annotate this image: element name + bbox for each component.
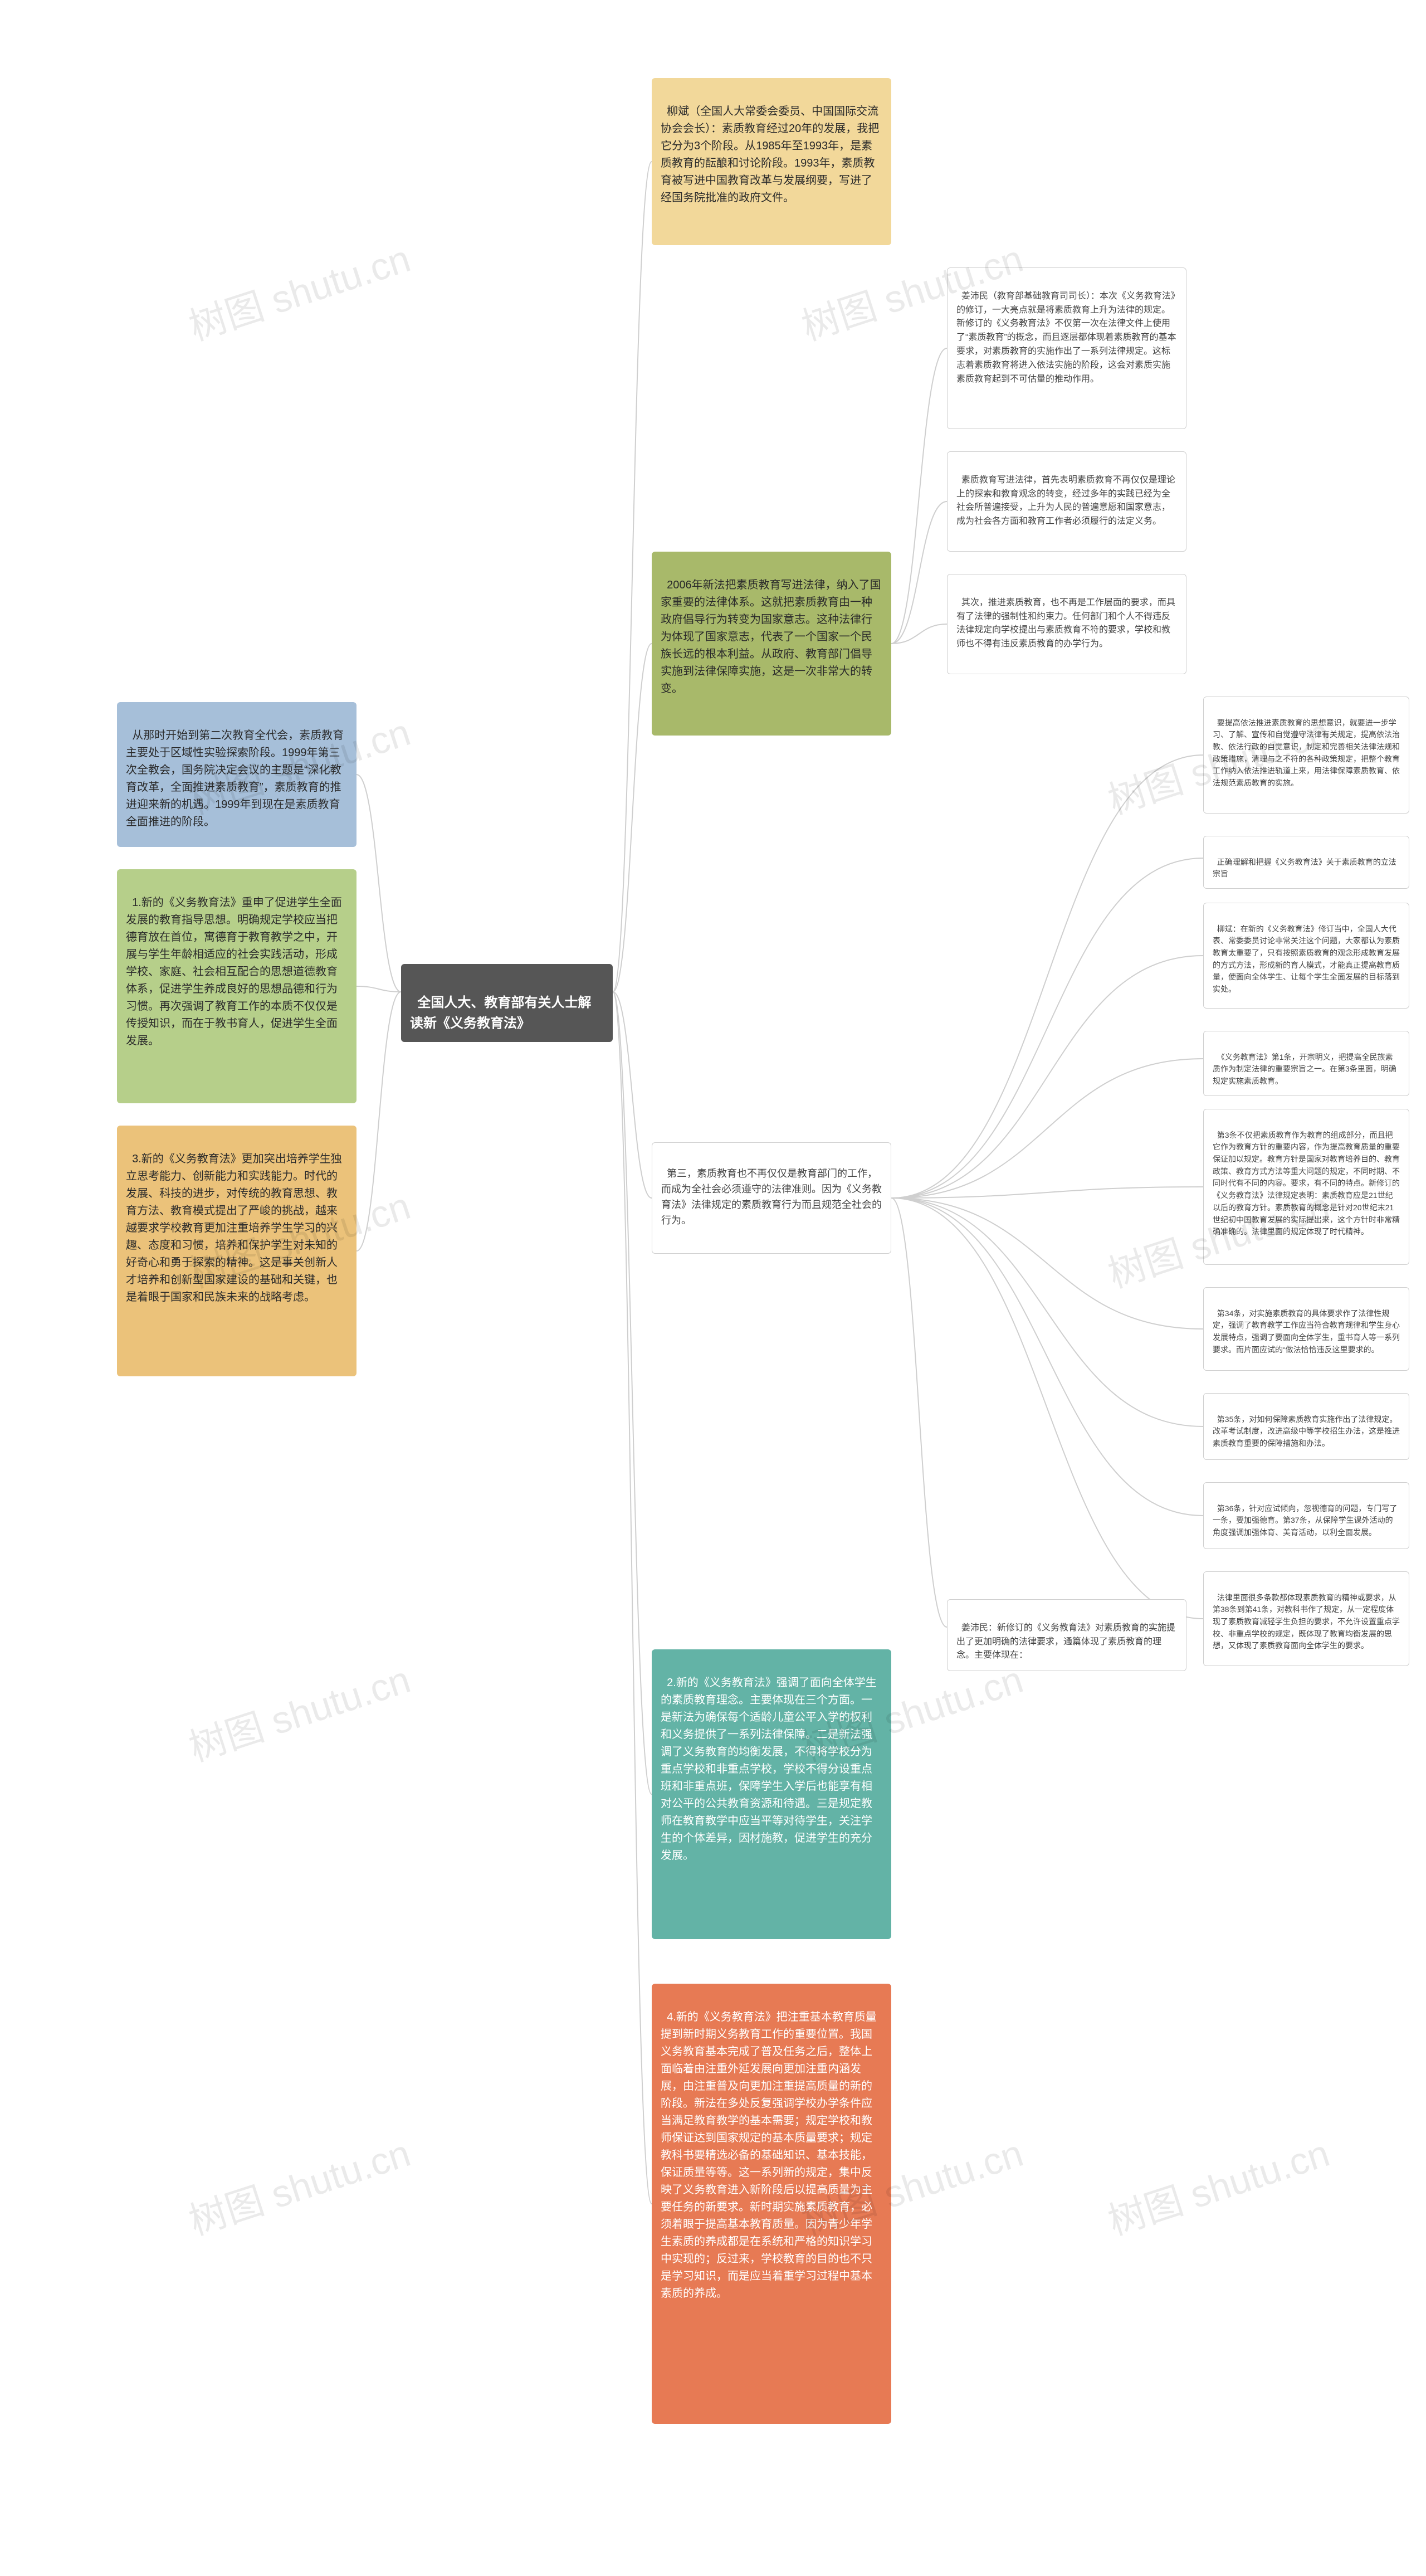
right-node-2-text: 2006年新法把素质教育写进法律，纳入了国家重要的法律体系。这就把素质教育由一种… <box>661 579 881 695</box>
left-node-1: 从那时开始到第二次教育全代会，素质教育主要处于区域性实验探索阶段。1999年第三… <box>117 702 356 847</box>
left-node-3-text: 3.新的《义务教育法》更加突出培养学生独立思考能力、创新能力和实践能力。时代的发… <box>126 1153 342 1303</box>
watermark-text: 树图 shutu.cn <box>181 1649 416 1772</box>
right-node-3c-text: 柳斌：在新的《义务教育法》修订当中，全国人大代表、常委委员讨论非常关注这个问题，… <box>1213 924 1400 994</box>
right-node-3d: 《义务教育法》第1条，开宗明义，把提高全民族素质作为制定法律的重要宗旨之一。在第… <box>1203 1031 1409 1096</box>
right-node-3e: 第3条不仅把素质教育作为教育的组成部分，而且把它作为教育方针的重要内容，作为提高… <box>1203 1109 1409 1265</box>
right-node-2c-text: 其次，推进素质教育，也不再是工作层面的要求，而具有了法律的强制性和约束力。任何部… <box>956 598 1175 649</box>
right-node-2: 2006年新法把素质教育写进法律，纳入了国家重要的法律体系。这就把素质教育由一种… <box>652 552 891 736</box>
right-node-3f-text: 第34条，对实施素质教育的具体要求作了法律性规定，强调了教育教学工作应当符合教育… <box>1213 1309 1400 1354</box>
left-node-3: 3.新的《义务教育法》更加突出培养学生独立思考能力、创新能力和实践能力。时代的发… <box>117 1126 356 1376</box>
link-path <box>891 1187 1203 1198</box>
right-node-4-text: 2.新的《义务教育法》强调了面向全体学生的素质教育理念。主要体现在三个方面。一是… <box>661 1677 877 1862</box>
right-node-2c: 其次，推进素质教育，也不再是工作层面的要求，而具有了法律的强制性和约束力。任何部… <box>947 574 1186 674</box>
right-node-3b-text: 正确理解和把握《义务教育法》关于素质教育的立法宗旨 <box>1213 858 1396 879</box>
right-node-3e-text: 第3条不仅把素质教育作为教育的组成部分，而且把它作为教育方针的重要内容，作为提高… <box>1213 1131 1400 1236</box>
right-node-3h: 第36条，针对应试倾向，忽视德育的问题，专门写了一条，要加强德育。第37条，从保… <box>1203 1482 1409 1549</box>
link-path <box>613 644 652 992</box>
right-node-5-text: 4.新的《义务教育法》把注重基本教育质量提到新时期义务教育工作的重要位置。我国义… <box>661 2011 877 2300</box>
right-node-3i-text: 法律里面很多条款都体现素质教育的精神或要求，从第38条到第41条，对教科书作了规… <box>1213 1593 1400 1650</box>
right-node-1: 柳斌（全国人大常委会委员、中国国际交流协会会长）：素质教育经过20年的发展，我把… <box>652 78 891 245</box>
right-node-5: 4.新的《义务教育法》把注重基本教育质量提到新时期义务教育工作的重要位置。我国义… <box>652 1984 891 2424</box>
mindmap-canvas: { "canvas": { "width": 2560, "height": 4… <box>0 0 1426 2576</box>
link-path <box>356 992 401 1251</box>
link-path <box>613 992 652 1198</box>
right-node-2a: 姜沛民（教育部基础教育司司长）：本次《义务教育法》的修订，一大亮点就是将素质教育… <box>947 267 1186 429</box>
root-node: 全国人大、教育部有关人士解读新《义务教育法》 <box>401 964 613 1042</box>
link-path <box>356 986 401 992</box>
right-node-3c: 柳斌：在新的《义务教育法》修订当中，全国人大代表、常委委员讨论非常关注这个问题，… <box>1203 903 1409 1009</box>
right-node-2b-text: 素质教育写进法律，首先表明素质教育不再仅仅是理论上的探索和教育观念的转变，经过多… <box>956 475 1175 526</box>
root-node-text: 全国人大、教育部有关人士解读新《义务教育法》 <box>410 995 591 1031</box>
link-path <box>356 775 401 992</box>
link-path <box>891 956 1203 1198</box>
left-node-2: 1.新的《义务教育法》重申了促进学生全面发展的教育指导思想。明确规定学校应当把德… <box>117 869 356 1103</box>
link-path <box>891 1198 1203 1619</box>
right-node-3b: 正确理解和把握《义务教育法》关于素质教育的立法宗旨 <box>1203 836 1409 889</box>
watermark-text: 树图 shutu.cn <box>181 2122 416 2246</box>
watermark-text: 树图 shutu.cn <box>1100 2122 1335 2246</box>
right-node-1-text: 柳斌（全国人大常委会委员、中国国际交流协会会长）：素质教育经过20年的发展，我把… <box>661 105 879 204</box>
link-path <box>891 1198 1203 1329</box>
right-node-2b: 素质教育写进法律，首先表明素质教育不再仅仅是理论上的探索和教育观念的转变，经过多… <box>947 451 1186 552</box>
right-node-3j: 姜沛民：新修订的《义务教育法》对素质教育的实施提出了更加明确的法律要求，通篇体现… <box>947 1599 1186 1671</box>
link-path <box>891 1059 1203 1198</box>
right-node-3: 第三，素质教育也不再仅仅是教育部门的工作，而成为全社会必须遵守的法律准则。因为《… <box>652 1142 891 1254</box>
left-node-1-text: 从那时开始到第二次教育全代会，素质教育主要处于区域性实验探索阶段。1999年第三… <box>126 729 344 828</box>
right-node-3i: 法律里面很多条款都体现素质教育的精神或要求，从第38条到第41条，对教科书作了规… <box>1203 1571 1409 1666</box>
link-path <box>891 624 947 644</box>
right-node-3d-text: 《义务教育法》第1条，开宗明义，把提高全民族素质作为制定法律的重要宗旨之一。在第… <box>1213 1053 1396 1085</box>
left-node-2-text: 1.新的《义务教育法》重申了促进学生全面发展的教育指导思想。明确规定学校应当把德… <box>126 897 342 1047</box>
right-node-3a-text: 要提高依法推进素质教育的思想意识，就要进一步学习、了解、宣传和自觉遵守法律有关规… <box>1213 718 1400 787</box>
link-path <box>891 1198 1203 1516</box>
right-node-3-text: 第三，素质教育也不再仅仅是教育部门的工作，而成为全社会必须遵守的法律准则。因为《… <box>661 1168 882 1226</box>
right-node-3f: 第34条，对实施素质教育的具体要求作了法律性规定，强调了教育教学工作应当符合教育… <box>1203 1287 1409 1371</box>
watermark-text: 树图 shutu.cn <box>181 228 416 351</box>
right-node-2a-text: 姜沛民（教育部基础教育司司长）：本次《义务教育法》的修订，一大亮点就是将素质教育… <box>956 291 1176 384</box>
right-node-3a: 要提高依法推进素质教育的思想意识，就要进一步学习、了解、宣传和自觉遵守法律有关规… <box>1203 697 1409 814</box>
right-node-3g: 第35条，对如何保障素质教育实施作出了法律规定。改革考试制度，改进高级中等学校招… <box>1203 1393 1409 1460</box>
right-node-3h-text: 第36条，针对应试倾向，忽视德育的问题，专门写了一条，要加强德育。第37条，从保… <box>1213 1504 1397 1537</box>
link-path <box>613 162 652 992</box>
right-node-3j-text: 姜沛民：新修订的《义务教育法》对素质教育的实施提出了更加明确的法律要求，通篇体现… <box>956 1623 1175 1660</box>
link-path <box>613 992 652 1794</box>
link-path <box>891 858 1203 1198</box>
link-path <box>891 348 947 644</box>
right-node-3g-text: 第35条，对如何保障素质教育实施作出了法律规定。改革考试制度，改进高级中等学校招… <box>1213 1415 1400 1448</box>
link-path <box>891 1198 1203 1426</box>
link-path <box>891 501 947 644</box>
link-path <box>891 755 1203 1198</box>
right-node-4: 2.新的《义务教育法》强调了面向全体学生的素质教育理念。主要体现在三个方面。一是… <box>652 1649 891 1939</box>
link-path <box>891 1198 947 1627</box>
link-path <box>613 992 652 2204</box>
